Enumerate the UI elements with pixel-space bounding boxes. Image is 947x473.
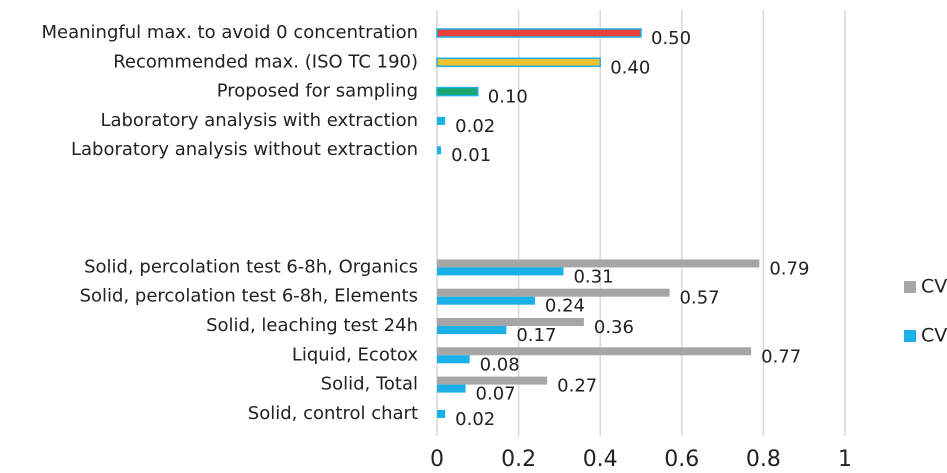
value-label: 0.10 <box>488 87 528 108</box>
x-tick-label: 0 <box>430 447 444 472</box>
bar <box>437 326 507 334</box>
value-label: 0.17 <box>516 325 556 346</box>
value-label: 0.07 <box>476 384 516 405</box>
bar <box>437 409 446 418</box>
bar <box>437 259 760 268</box>
value-label: 0.02 <box>455 409 495 430</box>
y-tick-label: Recommended max. (ISO TC 190) <box>113 51 418 72</box>
bar <box>437 384 466 393</box>
legend-swatch <box>904 281 916 293</box>
y-tick-label: Solid, Total <box>321 374 418 395</box>
bar <box>437 318 584 326</box>
value-label: 0.02 <box>455 116 495 137</box>
y-tick-label: Proposed for sampling <box>217 81 418 102</box>
y-tick-label: Liquid, Ecotox <box>292 344 419 365</box>
y-tick-label: Meaningful max. to avoid 0 concentration <box>42 22 418 43</box>
bar <box>437 296 535 305</box>
value-label: 0.31 <box>573 266 613 287</box>
value-label: 0.01 <box>451 145 491 166</box>
bar <box>437 146 442 155</box>
value-label: 0.08 <box>480 354 520 375</box>
bar <box>437 267 564 276</box>
y-tick-label: Solid, percolation test 6-8h, Elements <box>80 286 418 307</box>
x-tick-label: 0.8 <box>746 447 781 472</box>
bar <box>437 376 548 385</box>
legend-label: CVR <box>921 276 947 298</box>
value-label: 0.36 <box>594 317 634 338</box>
bar <box>437 116 446 125</box>
value-label: 0.27 <box>557 376 597 397</box>
y-tick-label: Solid, leaching test 24h <box>206 315 418 336</box>
value-label: 0.57 <box>680 288 720 309</box>
value-label: 0.50 <box>651 28 691 49</box>
bar <box>436 86 479 97</box>
value-label: 0.24 <box>545 296 585 317</box>
bar <box>436 28 642 38</box>
x-tick-label: 0.2 <box>501 447 536 472</box>
bar <box>437 355 470 364</box>
legend-swatch <box>904 330 916 342</box>
legend-label: CVr <box>921 325 947 347</box>
x-tick-label: 1 <box>838 447 852 472</box>
y-tick-label: Solid, percolation test 6-8h, Organics <box>84 256 418 277</box>
x-tick-label: 0.4 <box>583 447 618 472</box>
x-tick-label: 0.6 <box>664 447 699 472</box>
bar <box>436 57 601 68</box>
y-tick-label: Solid, control chart <box>248 403 418 424</box>
bar <box>437 347 752 356</box>
value-label: 0.40 <box>610 57 650 78</box>
value-label: 0.79 <box>769 258 809 279</box>
y-tick-label: Laboratory analysis without extraction <box>71 139 418 160</box>
bar <box>437 288 670 297</box>
value-label: 0.77 <box>761 346 801 367</box>
y-tick-label: Laboratory analysis with extraction <box>100 110 418 131</box>
